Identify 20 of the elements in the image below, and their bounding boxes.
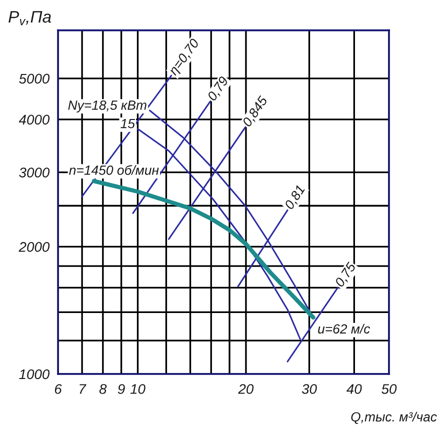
- x-axis-title: Q,тыс. м³/час: [351, 412, 437, 424]
- x-tick-label: 8: [99, 384, 107, 394]
- x-tick-label: 9: [118, 384, 125, 394]
- series-label: 15: [120, 119, 135, 128]
- x-tick-label: 20: [238, 384, 254, 394]
- x-tick-label: 6: [54, 384, 62, 394]
- y-tick-label: 4000: [18, 114, 50, 125]
- y-tick-label: 3000: [19, 168, 50, 178]
- annotation: n=1450 об/мин: [69, 165, 159, 175]
- x-tick-label: 40: [346, 384, 362, 394]
- y-axis-title: P$_{v}$,Па: [8, 11, 51, 26]
- y-tick-label: 2000: [18, 242, 50, 252]
- x-tick-label: 7: [80, 384, 86, 394]
- y-tick-label: 5000: [19, 74, 50, 84]
- y-tick-label: 1000: [19, 369, 50, 380]
- annotation: u=62 м/с: [318, 324, 370, 334]
- x-tick-label: 10: [130, 384, 146, 394]
- x-tick-label: 50: [382, 384, 397, 394]
- series-label: Ny=18,5 кВт: [68, 100, 146, 112]
- x-tick-label: 30: [302, 384, 317, 394]
